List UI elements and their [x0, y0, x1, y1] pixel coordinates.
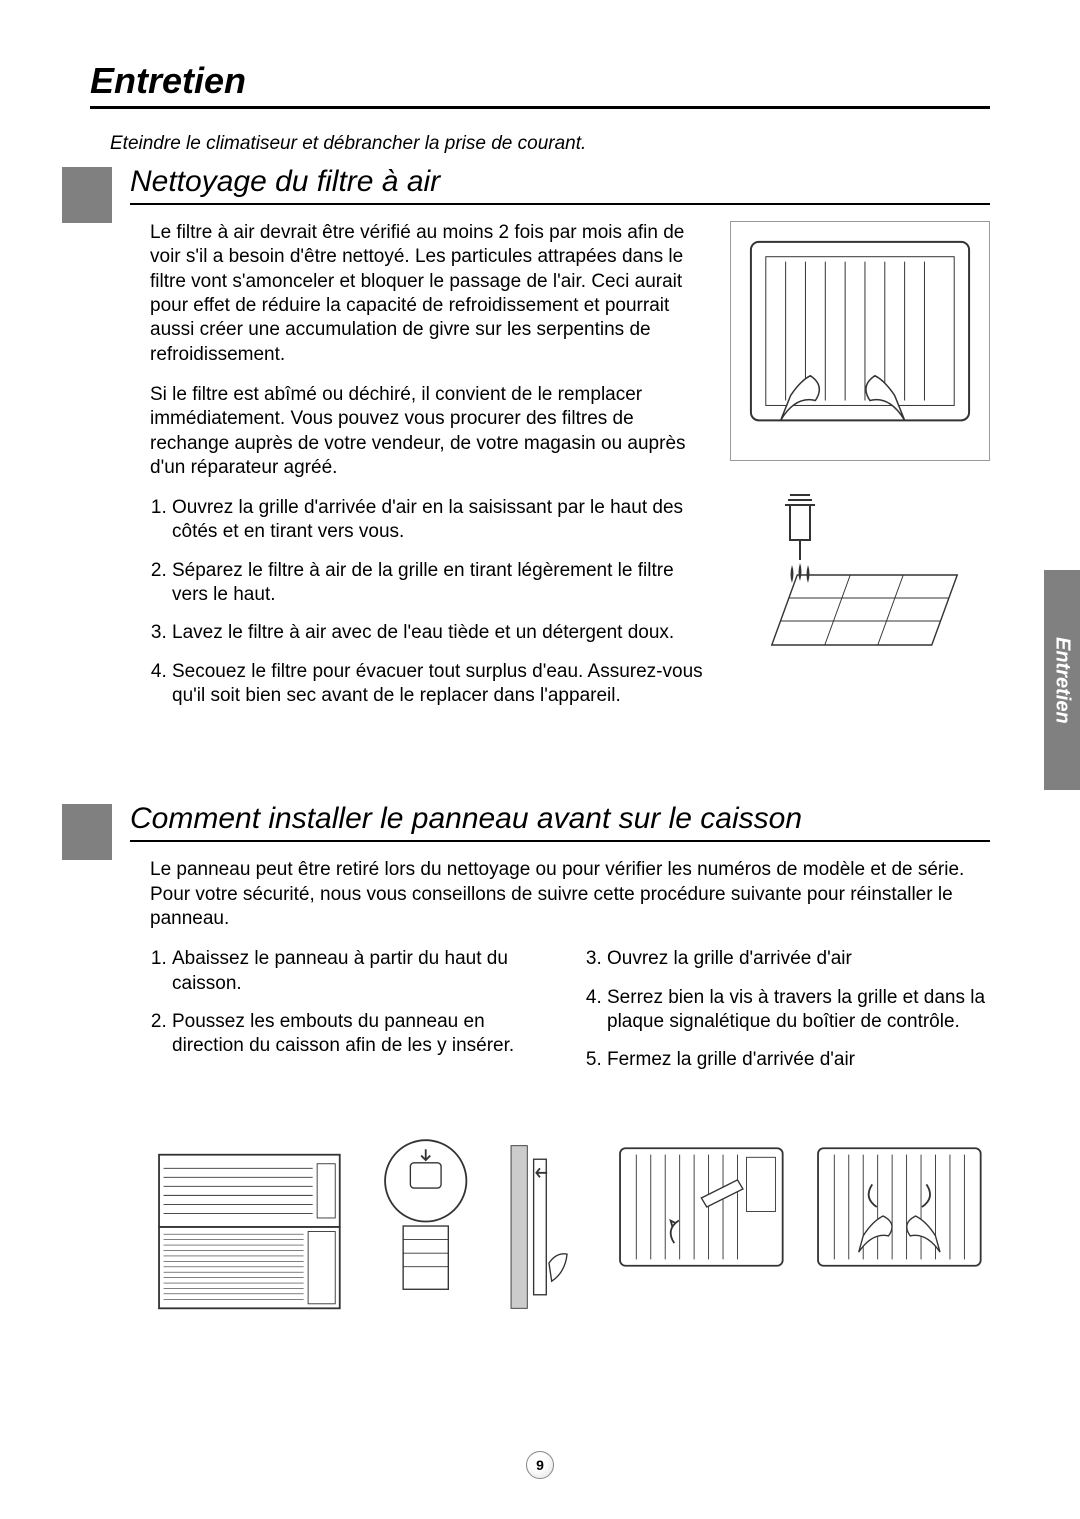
section-air-filter: Nettoyage du filtre à air Le filtre à ai… [90, 165, 990, 722]
step-item: Abaissez le panneau à partir du haut du … [172, 947, 555, 996]
section-title: Nettoyage du filtre à air [130, 165, 990, 205]
section-title: Comment installer le panneau avant sur l… [130, 802, 990, 842]
paragraph: Le panneau peut être retiré lors du nett… [150, 858, 990, 931]
figure-remove-filter [730, 221, 990, 461]
figure-screw-grille [611, 1127, 792, 1287]
figure-tab-detail [367, 1127, 484, 1307]
page-number: 9 [526, 1451, 554, 1479]
two-column-steps: Abaissez le panneau à partir du haut du … [150, 947, 990, 1086]
manual-page: Entretien Eteindre le climatiseur et déb… [0, 0, 1080, 1519]
step-item: Poussez les embouts du panneau en direct… [172, 1010, 555, 1059]
paragraph: Le filtre à air devrait être vérifié au … [150, 221, 706, 367]
step-item: Séparez le filtre à air de la grille en … [172, 559, 706, 608]
side-tab: Entretien [1044, 570, 1080, 790]
section1-figures [730, 221, 990, 722]
section1-text: Le filtre à air devrait être vérifié au … [150, 221, 706, 722]
step-item: Ouvrez la grille d'arrivée d'air en la s… [172, 496, 706, 545]
page-title: Entretien [90, 60, 990, 109]
section-front-panel: Comment installer le panneau avant sur l… [90, 802, 990, 1326]
steps-list: Ouvrez la grille d'arrivée d'air en la s… [150, 496, 706, 708]
section-marker-icon [62, 804, 112, 860]
step-item: Ouvrez la grille d'arrivée d'air [607, 947, 990, 971]
section-header: Comment installer le panneau avant sur l… [90, 802, 990, 842]
section-header: Nettoyage du filtre à air [90, 165, 990, 205]
paragraph: Si le filtre est abîmé ou déchiré, il co… [150, 383, 706, 480]
figure-close-grille [809, 1127, 990, 1287]
section-marker-icon [62, 167, 112, 223]
figure-wash-filter [730, 485, 990, 675]
step-item: Secouez le filtre pour évacuer tout surp… [172, 660, 706, 709]
step-item: Lavez le filtre à air avec de l'eau tièd… [172, 621, 706, 645]
steps-list-left: Abaissez le panneau à partir du haut du … [150, 947, 555, 1058]
step-item: Fermez la grille d'arrivée d'air [607, 1048, 990, 1072]
figure-insert-panel [502, 1127, 592, 1327]
figure-ac-unit [150, 1127, 349, 1327]
steps-list-right: Ouvrez la grille d'arrivée d'air Serrez … [585, 947, 990, 1072]
bottom-figures-row [90, 1127, 990, 1327]
side-tab-label: Entretien [1051, 637, 1074, 724]
intro-instruction: Eteindre le climatiseur et débrancher la… [90, 133, 990, 155]
step-item: Serrez bien la vis à travers la grille e… [607, 986, 990, 1035]
